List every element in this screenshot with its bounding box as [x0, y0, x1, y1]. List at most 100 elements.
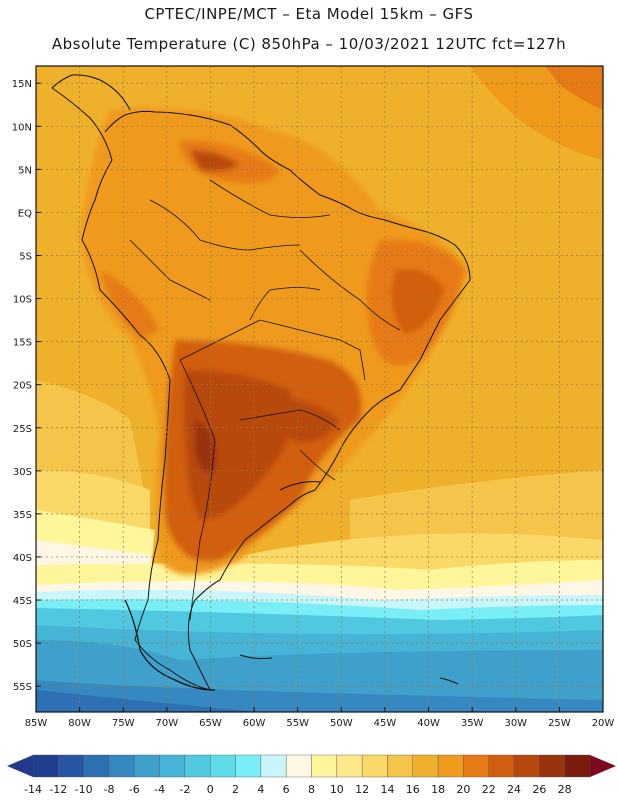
- field-chaco-core: [195, 420, 216, 473]
- legend-swatch: [311, 754, 338, 778]
- field-peru-warm: [100, 270, 160, 340]
- lon-label: 85W: [25, 718, 48, 729]
- lat-label: 5S: [19, 251, 32, 262]
- legend-label: -2: [179, 783, 190, 796]
- temperature-field: [36, 66, 603, 712]
- legend-low-arrow: [7, 755, 33, 777]
- border-paraguay: [239, 409, 341, 431]
- legend-swatch: [58, 754, 84, 778]
- lon-label: 20W: [592, 718, 615, 729]
- lon-label: 45W: [374, 718, 397, 729]
- legend-swatch: [184, 754, 211, 778]
- country-borders: [129, 179, 401, 621]
- legend-label: 26: [532, 783, 546, 796]
- legend-label: 18: [431, 783, 445, 796]
- color-legend: -14 -12 -10 -8 -6 -4 -2 0 2 4 6 8 10 12 14 16 18 20 22 24 26…: [7, 754, 616, 796]
- legend-swatch: [32, 754, 59, 778]
- axis-ticks: [35, 82, 604, 712]
- lon-label: 75W: [112, 718, 135, 729]
- falklands-coast: [239, 654, 273, 660]
- lon-label: 60W: [243, 718, 266, 729]
- field-paraguay-hot: [260, 397, 340, 443]
- legend-labels: -14 -12 -10 -8 -6 -4 -2 0 2 4 6 8 10 12 14 16 18 20 22 24 26…: [24, 783, 572, 796]
- map-title-line1: CPTEC/INPE/MCT – Eta Model 15km – GFS: [144, 5, 474, 23]
- legend-swatch: [285, 754, 312, 778]
- legend-label: 4: [257, 783, 264, 796]
- legend-swatch: [108, 754, 135, 778]
- coastlines: [51, 74, 471, 691]
- legend-label: 10: [330, 783, 344, 796]
- legend-swatch: [159, 754, 186, 778]
- legend-label: 14: [380, 783, 394, 796]
- lat-label: 15N: [12, 79, 32, 90]
- central-america-coast: [51, 74, 101, 89]
- field-south-blue4: [36, 680, 603, 712]
- field-ne-brazil-hot: [391, 269, 445, 335]
- legend-swatch: [437, 754, 464, 778]
- patagonia-fjords: [124, 599, 216, 691]
- legend-swatch: [134, 754, 160, 778]
- legend-high-arrow: [590, 755, 616, 777]
- border-uruguay: [299, 449, 336, 481]
- legend-swatch: [336, 754, 363, 778]
- legend-swatch: [539, 754, 565, 778]
- legend-label: -8: [103, 783, 114, 796]
- lat-label: 20S: [13, 381, 32, 392]
- border-brazil-bolivia: [179, 319, 366, 381]
- legend-swatch: [361, 754, 388, 778]
- legend-label: 24: [507, 783, 521, 796]
- legend-label: 22: [482, 783, 496, 796]
- lon-label: 40W: [417, 718, 440, 729]
- lat-label: 25S: [13, 424, 32, 435]
- legend-label: 2: [232, 783, 239, 796]
- legend-swatch: [412, 754, 439, 778]
- legend-swatch: [235, 754, 262, 778]
- lat-label: 45S: [13, 596, 32, 607]
- lat-label: 55S: [13, 682, 32, 693]
- border-ecuador-peru: [129, 239, 211, 301]
- lon-label: 50W: [330, 718, 353, 729]
- border-chile-argentina: [179, 359, 216, 621]
- border-brazil-states: [299, 249, 401, 331]
- lon-label: 55W: [286, 718, 309, 729]
- panama-coast: [99, 79, 131, 111]
- lat-label: 10N: [12, 122, 32, 133]
- legend-swatch: [513, 754, 540, 778]
- legend-label: 12: [355, 783, 369, 796]
- legend-color-boxes: [32, 754, 591, 778]
- legend-label: 16: [406, 783, 420, 796]
- south-georgia-coast: [439, 677, 459, 685]
- legend-swatch: [564, 754, 591, 778]
- lon-label: 30W: [504, 718, 527, 729]
- lat-label: 5N: [18, 165, 32, 176]
- map-title-line2: Absolute Temperature (C) 850hPa – 10/03/…: [51, 35, 567, 53]
- legend-label: -12: [49, 783, 67, 796]
- lat-label: EQ: [18, 208, 32, 219]
- legend-swatch: [488, 754, 515, 778]
- legend-swatch: [260, 754, 287, 778]
- legend-label: -4: [154, 783, 165, 796]
- legend-label: -14: [24, 783, 42, 796]
- field-south-blue5: [36, 690, 260, 712]
- legend-swatch: [463, 754, 489, 778]
- lon-label: 25W: [548, 718, 571, 729]
- legend-label: -6: [129, 783, 140, 796]
- lat-label: 40S: [13, 553, 32, 564]
- lon-label: 80W: [68, 718, 91, 729]
- border-venezuela-brazil: [209, 179, 331, 218]
- lon-label: 35W: [461, 718, 484, 729]
- longitude-labels: 85W 80W 75W 70W 65W 60W 55W 50W 45W 40W 35W 30W 25W 2…: [25, 718, 615, 729]
- lat-label: 30S: [13, 467, 32, 478]
- lat-label: 35S: [13, 510, 32, 521]
- legend-label: 28: [558, 783, 572, 796]
- legend-swatch: [83, 754, 110, 778]
- field-llanos-hot: [190, 150, 240, 172]
- border-mato-grosso: [249, 287, 321, 321]
- lat-label: 10S: [13, 295, 32, 306]
- lat-label: 50S: [13, 639, 32, 650]
- legend-label: -10: [75, 783, 93, 796]
- rio-de-la-plata: [279, 481, 321, 491]
- legend-label: 0: [207, 783, 214, 796]
- map-frame: [35, 65, 604, 713]
